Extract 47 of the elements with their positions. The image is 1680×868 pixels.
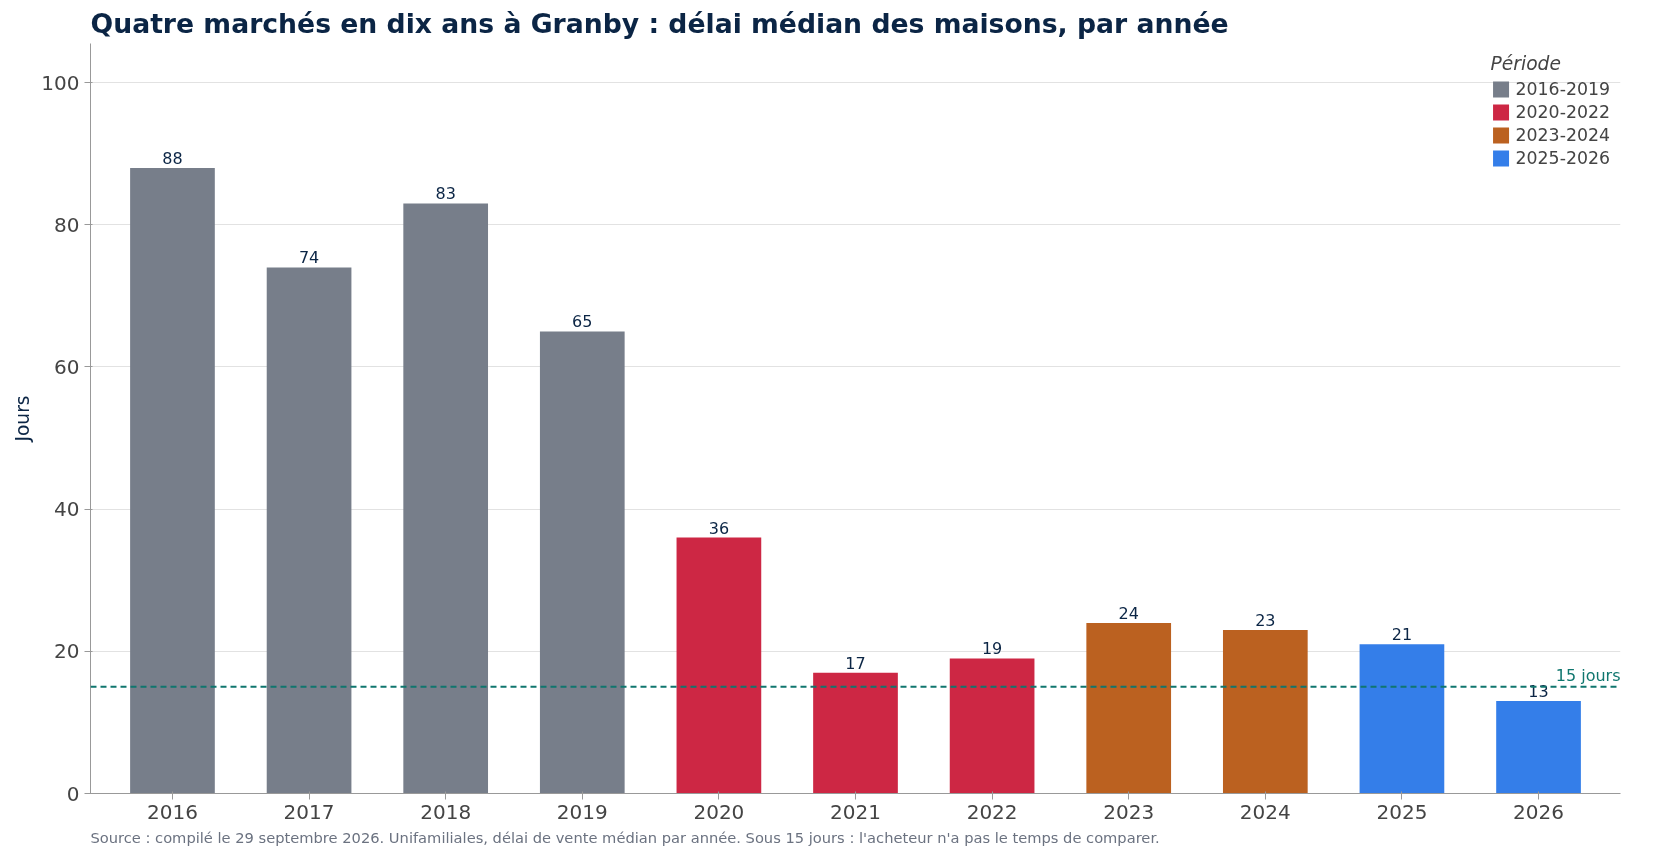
source-note: Source : compilé le 29 septembre 2026. Unifamiliales, délai de vente médian par année. Sous 15 jours : l'acheteur n'a pas le temps de comparer. [90,828,1160,846]
legend-title: Période [1490,53,1562,74]
data-label: 74 [298,248,320,268]
bar [130,167,215,794]
y-tick-label: 20 [54,639,80,664]
data-label: 23 [1255,610,1276,630]
x-tick-label: 2024 [1239,799,1291,824]
x-tick-label: 2026 [1513,799,1564,824]
legend-label: 2016-2019 [1515,79,1610,99]
x-tick-label: 2023 [1103,799,1155,824]
data-label: 88 [162,148,183,168]
y-tick-label: 60 [54,354,80,379]
bar [949,658,1035,794]
y-tick-label: 80 [54,212,80,237]
bar [266,267,352,794]
x-tick-label: 2016 [147,799,198,824]
y-axis-title: Jours [12,395,34,443]
bar [676,537,762,794]
legend-label: 2020-2022 [1515,102,1610,122]
data-label: 24 [1118,603,1139,623]
data-label: 83 [435,184,456,204]
bar [539,331,625,794]
x-tick-label: 2021 [830,799,881,824]
bar [813,672,898,794]
bar [403,203,489,794]
bar [1359,644,1445,794]
y-tick-label: 100 [41,70,80,95]
x-tick-label: 2022 [966,799,1018,824]
data-label: 19 [981,639,1003,659]
y-tick-label: 0 [66,781,80,806]
data-label: 65 [572,312,593,332]
legend-label: 2025-2026 [1515,148,1610,168]
data-label: 17 [845,653,866,673]
bar [1496,701,1581,794]
x-tick-label: 2019 [556,799,608,824]
data-label: 36 [708,518,730,538]
bar [1222,629,1308,794]
x-tick-label: 2017 [283,799,335,824]
legend-label: 2023-2024 [1515,125,1610,145]
x-tick-label: 2020 [693,799,745,824]
x-tick-label: 2018 [420,799,472,824]
bar [1086,622,1172,794]
y-tick-label: 40 [54,497,80,522]
ref-line-label: 15 jours [1555,665,1621,685]
data-label: 21 [1391,625,1413,645]
x-tick-label: 2025 [1376,799,1428,824]
chart-title: Quatre marchés en dix ans à Granby : délai médian des maisons, par année [90,7,1229,39]
